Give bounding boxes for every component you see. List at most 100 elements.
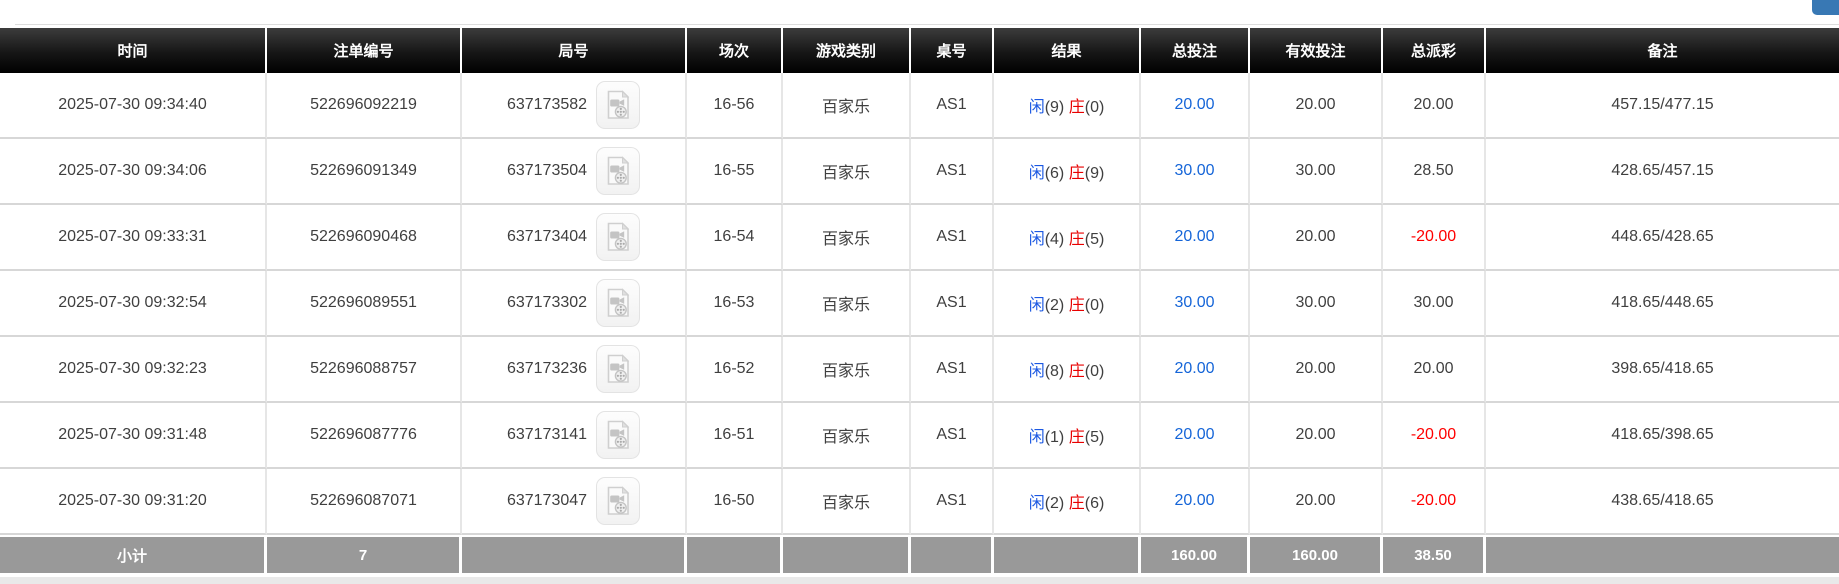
table-header: 时间 注单编号 局号 场次 游戏类别 桌号 结果 总投注 有效投注 总派彩 备注: [0, 28, 1839, 73]
cell-time: 2025-07-30 09:32:54: [0, 271, 267, 337]
cell-session: 16-51: [687, 403, 783, 469]
result-banker-label: 庄: [1068, 297, 1085, 314]
cell-result: 闲(8) 庄(0): [994, 337, 1141, 403]
col-table-no: 桌号: [911, 28, 994, 73]
cell-remark: 438.65/418.65: [1486, 469, 1839, 535]
cell-round-id: 637173504: [462, 139, 687, 205]
cell-round-id: 637173302: [462, 271, 687, 337]
bottom-strip: [0, 577, 1839, 584]
video-replay-button[interactable]: [596, 345, 641, 393]
cell-valid-bet: 30.00: [1250, 139, 1383, 205]
col-payout: 总派彩: [1383, 28, 1486, 73]
top-divider-line: [15, 24, 1839, 25]
result-banker-label: 庄: [1068, 363, 1085, 380]
round-id-text: 637173504: [506, 162, 588, 179]
subtotal-empty-session: [687, 535, 783, 573]
cell-payout: -20.00: [1383, 205, 1486, 271]
cell-total-bet[interactable]: 20.00: [1141, 73, 1250, 139]
subtotal-empty-table: [911, 535, 994, 573]
cell-remark: 428.65/457.15: [1486, 139, 1839, 205]
round-id-text: 637173236: [506, 360, 588, 377]
table-footer: 小计 7 160.00 160.00 38.50: [0, 535, 1839, 573]
result-player-score: (2): [1044, 495, 1065, 512]
col-result: 结果: [994, 28, 1141, 73]
cell-valid-bet: 30.00: [1250, 271, 1383, 337]
result-player-label: 闲: [1028, 297, 1045, 314]
cell-remark: 418.65/398.65: [1486, 403, 1839, 469]
cell-bet-id: 522696091349: [267, 139, 462, 205]
result-player-label: 闲: [1028, 363, 1045, 380]
video-replay-icon: [607, 222, 630, 251]
cell-table-no: AS1: [911, 469, 994, 535]
cell-total-bet[interactable]: 30.00: [1141, 271, 1250, 337]
corner-blue-button[interactable]: [1812, 0, 1839, 15]
cell-remark: 448.65/428.65: [1486, 205, 1839, 271]
subtotal-valid-bet: 160.00: [1250, 535, 1383, 573]
result-player-score: (8): [1044, 363, 1065, 380]
result-banker-label: 庄: [1068, 99, 1085, 116]
cell-time: 2025-07-30 09:34:06: [0, 139, 267, 205]
cell-payout: 30.00: [1383, 271, 1486, 337]
cell-round-id: 637173236: [462, 337, 687, 403]
video-replay-button[interactable]: [596, 477, 641, 525]
result-banker-label: 庄: [1068, 231, 1085, 248]
cell-valid-bet: 20.00: [1250, 205, 1383, 271]
cell-session: 16-54: [687, 205, 783, 271]
col-total-bet: 总投注: [1141, 28, 1250, 73]
cell-time: 2025-07-30 09:31:20: [0, 469, 267, 535]
cell-total-bet[interactable]: 20.00: [1141, 205, 1250, 271]
cell-table-no: AS1: [911, 205, 994, 271]
cell-table-no: AS1: [911, 73, 994, 139]
cell-game-type: 百家乐: [783, 337, 911, 403]
result-banker-score: (6): [1084, 495, 1105, 512]
result-player-label: 闲: [1028, 165, 1045, 182]
cell-valid-bet: 20.00: [1250, 469, 1383, 535]
table-row: 2025-07-30 09:32:23 522696088757 637173236…: [0, 337, 1839, 403]
cell-time: 2025-07-30 09:33:31: [0, 205, 267, 271]
subtotal-count: 7: [267, 535, 462, 573]
cell-total-bet[interactable]: 20.00: [1141, 337, 1250, 403]
cell-total-bet[interactable]: 30.00: [1141, 139, 1250, 205]
cell-valid-bet: 20.00: [1250, 73, 1383, 139]
video-replay-button[interactable]: [596, 81, 641, 129]
subtotal-row: 小计 7 160.00 160.00 38.50: [0, 535, 1839, 573]
col-valid-bet: 有效投注: [1250, 28, 1383, 73]
cell-bet-id: 522696087071: [267, 469, 462, 535]
cell-bet-id: 522696090468: [267, 205, 462, 271]
result-player-score: (6): [1044, 165, 1065, 182]
result-banker-label: 庄: [1068, 495, 1085, 512]
cell-result: 闲(4) 庄(5): [994, 205, 1141, 271]
result-banker-score: (0): [1084, 363, 1105, 380]
cell-result: 闲(2) 庄(0): [994, 271, 1141, 337]
cell-valid-bet: 20.00: [1250, 403, 1383, 469]
cell-payout: 20.00: [1383, 73, 1486, 139]
col-round-id: 局号: [462, 28, 687, 73]
cell-bet-id: 522696087776: [267, 403, 462, 469]
cell-payout: -20.00: [1383, 403, 1486, 469]
col-time: 时间: [0, 28, 267, 73]
cell-bet-id: 522696088757: [267, 337, 462, 403]
cell-game-type: 百家乐: [783, 403, 911, 469]
cell-total-bet[interactable]: 20.00: [1141, 469, 1250, 535]
cell-session: 16-50: [687, 469, 783, 535]
subtotal-empty-game: [783, 535, 911, 573]
cell-time: 2025-07-30 09:34:40: [0, 73, 267, 139]
round-id-text: 637173582: [506, 96, 588, 113]
video-replay-button[interactable]: [596, 147, 641, 195]
video-replay-button[interactable]: [596, 279, 641, 327]
video-replay-button[interactable]: [596, 411, 641, 459]
video-replay-button[interactable]: [596, 213, 641, 261]
cell-game-type: 百家乐: [783, 271, 911, 337]
result-player-score: (1): [1044, 429, 1065, 446]
result-player-score: (2): [1044, 297, 1065, 314]
cell-total-bet[interactable]: 20.00: [1141, 403, 1250, 469]
cell-valid-bet: 20.00: [1250, 337, 1383, 403]
cell-session: 16-55: [687, 139, 783, 205]
result-player-label: 闲: [1028, 429, 1045, 446]
bet-records-table: 时间 注单编号 局号 场次 游戏类别 桌号 结果 总投注 有效投注 总派彩 备注…: [0, 28, 1839, 573]
subtotal-empty-round: [462, 535, 687, 573]
round-id-text: 637173047: [506, 492, 588, 509]
cell-game-type: 百家乐: [783, 205, 911, 271]
header-row: 时间 注单编号 局号 场次 游戏类别 桌号 结果 总投注 有效投注 总派彩 备注: [0, 28, 1839, 73]
subtotal-empty-remark: [1486, 535, 1839, 573]
